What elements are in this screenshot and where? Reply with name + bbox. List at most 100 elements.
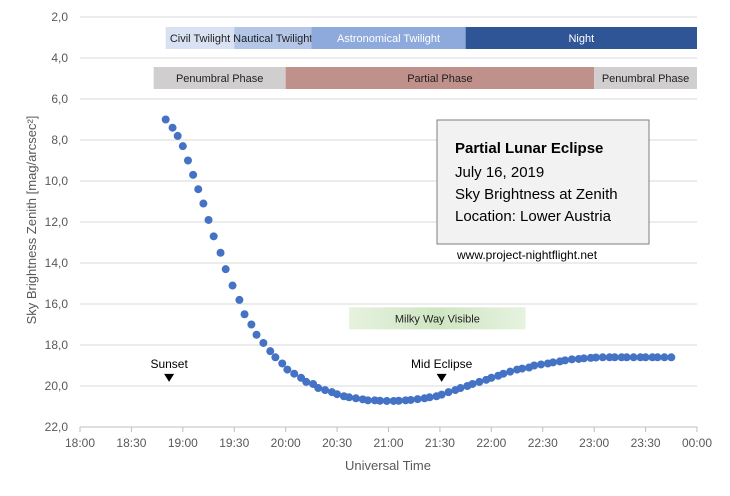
source-url: www.project-nightflight.net xyxy=(456,248,598,262)
phase-band xyxy=(285,67,595,89)
data-point xyxy=(199,199,208,208)
phase-band xyxy=(153,67,286,89)
data-point xyxy=(168,123,177,132)
data-point xyxy=(240,310,249,319)
data-point xyxy=(660,353,669,362)
data-point xyxy=(189,170,198,179)
data-point xyxy=(290,369,299,378)
data-point xyxy=(173,131,182,140)
twilight-band xyxy=(234,27,312,49)
data-point xyxy=(363,396,372,405)
data-point xyxy=(283,365,292,374)
data-points xyxy=(161,115,676,405)
data-point xyxy=(475,377,484,386)
data-point xyxy=(271,353,280,362)
y-tick-label: 6,0 xyxy=(51,92,68,106)
y-tick-label: 18,0 xyxy=(45,338,69,352)
data-point xyxy=(345,393,354,402)
twilight-band xyxy=(311,27,466,49)
data-point xyxy=(506,367,515,376)
x-tick-label: 00:00 xyxy=(682,436,712,450)
gridlines xyxy=(79,16,698,432)
data-point xyxy=(321,386,330,395)
data-point xyxy=(549,358,558,367)
x-tick-label: 20:30 xyxy=(322,436,352,450)
milky-way-band: Milky Way Visible xyxy=(349,307,526,330)
data-point xyxy=(221,265,230,274)
y-tick-label: 20,0 xyxy=(45,379,69,393)
data-point xyxy=(456,384,465,393)
info-title: Partial Lunar Eclipse xyxy=(455,140,603,157)
info-line-location: Location: Lower Austria xyxy=(455,208,612,225)
data-point xyxy=(266,347,275,356)
phase-band xyxy=(594,67,697,89)
data-point xyxy=(178,142,187,151)
y-tick-label: 10,0 xyxy=(45,174,69,188)
data-point xyxy=(228,281,237,290)
y-tick-label: 14,0 xyxy=(45,256,69,270)
data-point xyxy=(444,388,453,397)
data-point xyxy=(394,396,403,405)
data-point xyxy=(667,353,676,362)
y-axis-title: Sky Brightness Zenith [mag/arcsec²] xyxy=(24,116,39,325)
marker-arrow xyxy=(164,373,175,382)
data-point xyxy=(382,396,391,405)
data-point xyxy=(183,156,192,165)
data-point xyxy=(333,390,342,399)
data-point xyxy=(629,353,638,362)
data-point xyxy=(314,384,323,393)
y-tick-labels: 2,0 4,0 6,0 8,0 10,0 12,0 14,0 16,0 18,0 20,0 22,0 xyxy=(45,10,69,434)
x-tick-label: 20:00 xyxy=(271,436,301,450)
y-tick-label: 2,0 xyxy=(51,10,68,24)
y-tick-label: 12,0 xyxy=(45,215,69,229)
twilight-band-label: Night xyxy=(568,33,594,45)
milky-way-rect xyxy=(349,307,526,330)
y-tick-label: 4,0 xyxy=(51,51,68,65)
twilight-band xyxy=(465,27,697,49)
twilight-band-label: Astronomical Twilight xyxy=(337,33,440,45)
data-point xyxy=(302,377,311,386)
data-point xyxy=(425,393,434,402)
marker-label: Sunset xyxy=(150,357,188,371)
data-point xyxy=(216,248,225,257)
data-point xyxy=(351,394,360,403)
x-tick-label: 18:00 xyxy=(65,436,95,450)
milky-way-label: Milky Way Visible xyxy=(395,313,480,325)
phase-band-label: Penumbral Phase xyxy=(176,73,263,85)
data-point xyxy=(204,215,213,224)
data-point xyxy=(622,353,631,362)
x-tick-label: 21:30 xyxy=(425,436,455,450)
twilight-band xyxy=(165,27,235,49)
y-tick-label: 16,0 xyxy=(45,297,69,311)
info-box: Partial Lunar Eclipse July 16, 2019 Sky … xyxy=(436,119,650,245)
data-point xyxy=(406,395,415,404)
data-point xyxy=(561,356,570,365)
data-point xyxy=(161,115,170,124)
data-point xyxy=(209,232,218,241)
time-bands: Civil Twilight Nautical Twilight Astronomi… xyxy=(153,27,697,89)
event-markers: Sunset Mid Eclipse xyxy=(150,357,473,382)
data-point xyxy=(518,364,527,373)
data-point xyxy=(610,353,619,362)
x-axis-title: Universal Time xyxy=(345,458,431,473)
data-point xyxy=(598,353,607,362)
data-point xyxy=(537,360,546,369)
x-tick-label: 21:00 xyxy=(373,436,403,450)
data-point xyxy=(413,395,422,404)
y-tick-label: 8,0 xyxy=(51,133,68,147)
info-line-date: July 16, 2019 xyxy=(455,164,544,181)
data-point xyxy=(247,320,256,329)
x-tick-label: 19:30 xyxy=(219,436,249,450)
x-tick-label: 23:00 xyxy=(579,436,609,450)
data-point xyxy=(468,379,477,388)
data-point xyxy=(579,354,588,363)
twilight-band-label: Nautical Twilight xyxy=(233,33,312,45)
data-point xyxy=(278,359,287,368)
data-point xyxy=(530,361,539,370)
data-point xyxy=(591,353,600,362)
data-point xyxy=(653,353,662,362)
marker-label: Mid Eclipse xyxy=(411,357,473,371)
data-point xyxy=(567,355,576,364)
x-tick-label: 18:30 xyxy=(116,436,146,450)
